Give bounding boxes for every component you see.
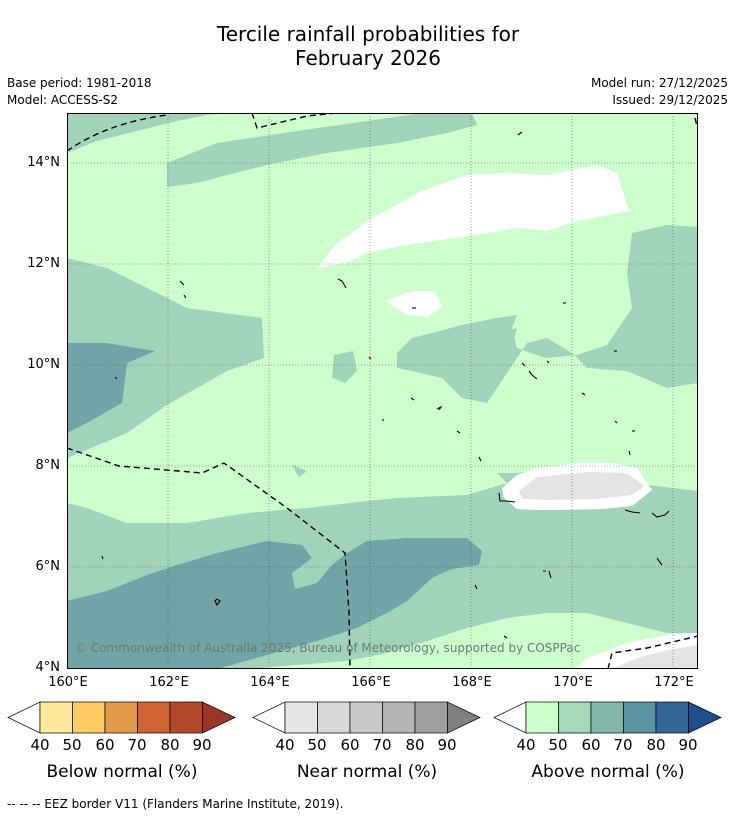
colorbar-near-tick: 60 — [340, 736, 360, 754]
colorbar-above-tick: 40 — [516, 736, 536, 754]
colorbar-below-50-60 — [72, 701, 106, 734]
colorbar-near-title: Near normal (%) — [296, 762, 438, 782]
base-period: Base period: 1981-2018 — [7, 76, 152, 90]
colorbar-above-max-triangle — [688, 701, 722, 734]
lon-label-170e: 170°E — [553, 675, 593, 690]
lon-label-166e: 166°E — [351, 675, 391, 690]
lat-label-4n: 4°N — [35, 660, 61, 675]
colorbar-near-tick: 70 — [372, 736, 392, 754]
colorbar-below-tick: 80 — [160, 736, 180, 754]
colorbar-above-title: Above normal (%) — [531, 762, 685, 782]
islands — [101, 131, 670, 639]
colorbar-above-tick: 80 — [646, 736, 666, 754]
colorbar-below-min-triangle — [7, 701, 41, 734]
map-frame — [67, 113, 698, 669]
colorbar-below-40-50 — [39, 701, 73, 734]
eez-borders — [67, 113, 698, 669]
colorbar-above-tick: 60 — [581, 736, 601, 754]
title-line-2: February 2026 — [295, 46, 441, 70]
lat-label-8n: 8°N — [35, 458, 61, 473]
colorbar-below-70-80 — [137, 701, 171, 734]
title-line-1: Tercile rainfall probabilities for — [216, 22, 520, 46]
issued-date: Issued: 29/12/2025 — [612, 93, 728, 107]
colorbar-above-50-60 — [558, 701, 592, 734]
graticule — [67, 113, 698, 669]
colorbar-near-max-triangle — [447, 701, 481, 734]
colorbar-above-40-50 — [525, 701, 559, 734]
copyright-text: © Commonwealth of Australia 2025, Bureau… — [75, 641, 581, 655]
colorbar-near-tick: 80 — [405, 736, 425, 754]
colorbar-above-tick: 70 — [613, 736, 633, 754]
colorbar-below-normal — [7, 701, 236, 734]
colorbar-near-tick: 90 — [437, 736, 457, 754]
probability-map — [67, 113, 698, 669]
colorbar-near-50-60 — [317, 701, 351, 734]
colorbar-near-min-triangle — [252, 701, 286, 734]
lon-label-164e: 164°E — [250, 675, 290, 690]
colorbar-below-tick: 50 — [62, 736, 82, 754]
eez-footnote: -- -- -- EEZ border V11 (Flanders Marine… — [7, 797, 344, 811]
colorbar-below-title: Below normal (%) — [46, 762, 198, 782]
colorbar-below-tick: 70 — [127, 736, 147, 754]
colorbar-below-max-triangle — [202, 701, 236, 734]
above-60-regions — [67, 343, 482, 669]
near-normal-50-regions — [519, 472, 698, 669]
colorbar-above-tick: 90 — [678, 736, 698, 754]
model-name: Model: ACCESS-S2 — [7, 93, 119, 107]
colorbar-below-tick: 40 — [30, 736, 50, 754]
colorbar-below-tick: 60 — [95, 736, 115, 754]
lon-label-172e: 172°E — [654, 675, 694, 690]
colorbar-above-60-70 — [590, 701, 624, 734]
colorbar-above-70-80 — [623, 701, 657, 734]
colorbar-near-80-90 — [414, 701, 448, 734]
lon-label-168e: 168°E — [452, 675, 492, 690]
colorbar-near-60-70 — [349, 701, 383, 734]
colorbar-near-tick: 40 — [275, 736, 295, 754]
colorbar-below-tick: 90 — [192, 736, 212, 754]
lat-label-6n: 6°N — [35, 559, 61, 574]
lon-label-160e: 160°E — [48, 675, 88, 690]
colorbar-below-80-90 — [169, 701, 203, 734]
model-run: Model run: 27/12/2025 — [590, 76, 728, 90]
colorbar-near-70-80 — [382, 701, 416, 734]
colorbar-near-40-50 — [284, 701, 318, 734]
lat-label-12n: 12°N — [27, 256, 60, 271]
lat-label-14n: 14°N — [27, 155, 60, 170]
lon-label-162e: 162°E — [149, 675, 189, 690]
colorbar-near-tick: 50 — [307, 736, 327, 754]
colorbar-above-min-triangle — [493, 701, 527, 734]
colorbar-above-tick: 50 — [548, 736, 568, 754]
colorbar-near-normal — [252, 701, 481, 734]
colorbar-above-normal — [493, 701, 722, 734]
colorbar-above-80-90 — [655, 701, 689, 734]
colorbar-below-60-70 — [104, 701, 138, 734]
lat-label-10n: 10°N — [27, 357, 60, 372]
